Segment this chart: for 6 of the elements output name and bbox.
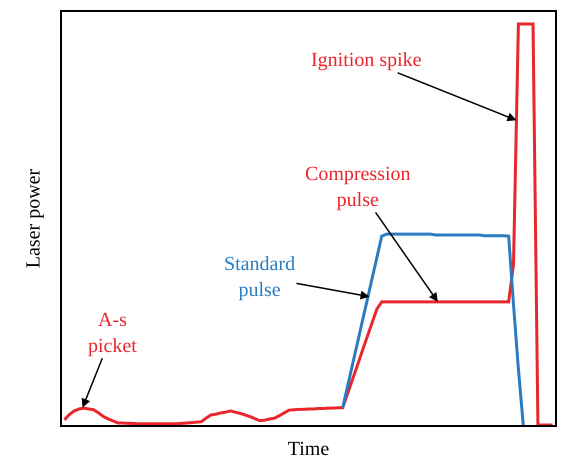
annotation: A-s picket xyxy=(88,309,138,357)
annotation: Standard pulse xyxy=(224,253,296,301)
y-axis-title: Laser power xyxy=(22,168,44,268)
annotation: Ignition spike xyxy=(311,49,422,71)
annotation: Compression pulse xyxy=(305,163,411,211)
x-axis-title: Time xyxy=(288,438,330,460)
